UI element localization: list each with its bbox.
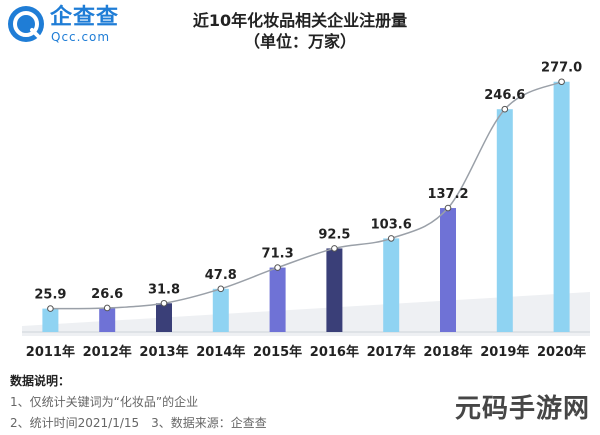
bar-2015年 — [269, 267, 286, 332]
x-tick-label: 2017年 — [367, 344, 416, 360]
value-label: 47.8 — [205, 268, 237, 283]
bar-2019年 — [496, 109, 513, 332]
x-tick-label: 2015年 — [253, 344, 302, 360]
watermark: 元码手游网 — [454, 394, 590, 424]
x-tick-label: 2011年 — [26, 344, 75, 360]
trend-point — [274, 264, 281, 271]
notes-line-2: 2、统计时间2021/1/15 3、数据来源：企查查 — [10, 416, 267, 430]
value-label: 31.8 — [148, 282, 180, 297]
bar-2018年 — [440, 208, 456, 332]
x-tick-label: 2018年 — [423, 344, 472, 360]
x-tick-label: 2012年 — [83, 344, 132, 360]
value-label: 92.5 — [318, 227, 350, 242]
brand-name-cn: 企查查 — [50, 5, 120, 30]
notes-line-1: 1、仅统计关键词为“化妆品”的企业 — [10, 395, 199, 409]
bar-2017年 — [383, 238, 400, 332]
x-tick-label: 2014年 — [196, 344, 245, 360]
qcc-logo-icon — [8, 6, 44, 42]
value-label: 246.6 — [484, 88, 525, 103]
trend-point — [160, 299, 168, 307]
qcc-logo: 企查查 Qcc.com — [8, 6, 158, 44]
x-tick-label: 2016年 — [310, 344, 359, 360]
chart-subtitle: （单位：万家） — [243, 32, 356, 51]
trend-point — [444, 204, 452, 212]
bar-2014年 — [212, 288, 229, 332]
value-label: 103.6 — [371, 217, 412, 232]
brand-name-en: Qcc.com — [51, 30, 111, 44]
chart-title: 近10年化妆品相关企业注册量 — [192, 11, 408, 30]
data-notes: 数据说明： 1、仅统计关键词为“化妆品”的企业 2、统计时间2021/1/15 … — [10, 372, 267, 435]
value-label: 25.9 — [34, 288, 66, 303]
trend-point — [103, 304, 111, 312]
x-tick-label: 2019年 — [480, 344, 529, 360]
bar-2012年 — [99, 307, 116, 332]
bar-2016年 — [326, 248, 343, 332]
trend-point — [217, 285, 225, 293]
value-label: 277.0 — [541, 61, 582, 76]
x-tick-label: 2020年 — [537, 344, 586, 360]
x-tick-label: 2013年 — [139, 344, 188, 360]
value-label: 137.2 — [427, 187, 468, 202]
bar-2020年 — [553, 81, 570, 332]
notes-header: 数据说明： — [10, 374, 71, 388]
value-label: 26.6 — [91, 287, 123, 302]
trend-point — [501, 105, 509, 113]
trend-point — [558, 78, 565, 86]
trend-point — [387, 235, 395, 242]
trend-line — [50, 81, 562, 310]
bar-2011年 — [42, 308, 59, 332]
bar-2013年 — [156, 303, 172, 332]
value-label: 71.3 — [262, 247, 294, 262]
trend-point — [331, 245, 338, 252]
trend-point — [47, 305, 54, 312]
